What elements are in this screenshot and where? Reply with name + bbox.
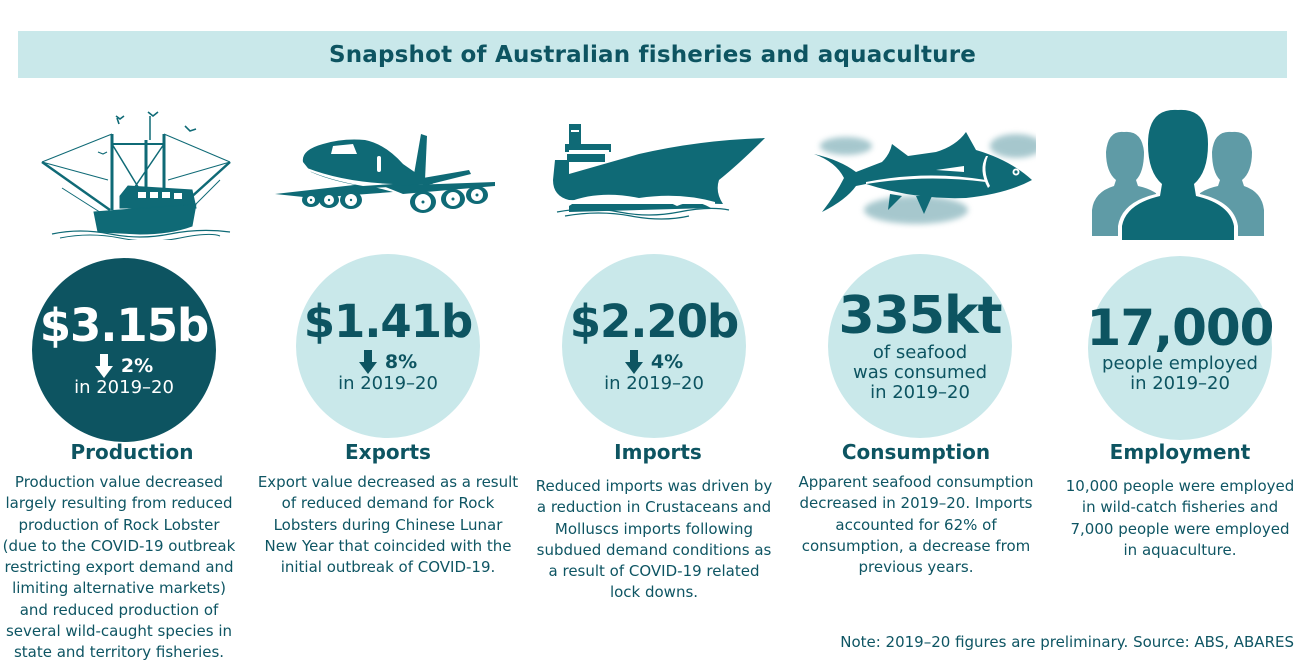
- airplane-icon: [258, 90, 518, 250]
- desc-line: (due to the COVID-19 outbreak: [2, 536, 236, 555]
- desc-line: 10,000 people were employed: [1065, 477, 1295, 495]
- production-change-value: 2%: [120, 355, 154, 377]
- consumption-value: 335kt: [838, 286, 1003, 346]
- desc-line: restricting export demand and: [4, 558, 234, 577]
- employment-sub-line: people employed: [1102, 353, 1258, 374]
- desc-line: Apparent seafood consumption: [798, 473, 1034, 491]
- desc-line: Production value decreased: [14, 473, 224, 491]
- down-arrow-icon: [624, 350, 643, 374]
- consumption-sub-line: in 2019–20: [870, 382, 970, 403]
- imports-value: $2.20b: [569, 295, 740, 348]
- desc-line: consumption, a decrease from: [801, 536, 1031, 555]
- desc-line: New Year that coincided with the: [264, 536, 512, 555]
- desc-line: several wild-caught species in: [5, 622, 233, 641]
- desc-line: Lobsters during Chinese Lunar: [273, 515, 503, 534]
- desc-line: Export value decreased as a result: [257, 473, 519, 491]
- consumption-title: Consumption: [841, 440, 991, 464]
- stat-circle-employment: 17,000 people employed in 2019–20: [1086, 256, 1275, 440]
- cargo-ship-icon: [524, 90, 784, 250]
- production-period: in 2019–20: [74, 377, 174, 398]
- stat-circle-production: $3.15b 2% in 2019–20: [32, 258, 216, 442]
- consumption-sub-line: of seafood: [872, 342, 968, 363]
- desc-line: state and territory fisheries.: [13, 643, 225, 662]
- consumption-sub-line: was consumed: [853, 362, 987, 383]
- production-description: Production value decreased largely resul…: [0, 472, 238, 664]
- exports-change: 8%: [358, 350, 418, 374]
- tuna-fish-icon: [786, 90, 1046, 250]
- exports-period: in 2019–20: [338, 373, 438, 394]
- desc-line: 7,000 people were employed: [1070, 519, 1290, 538]
- desc-line: of reduced demand for Rock: [281, 494, 495, 513]
- page-title: Snapshot of Australian fisheries and aqu…: [328, 41, 977, 68]
- production-title: Production: [70, 440, 194, 464]
- production-change: 2%: [94, 354, 154, 378]
- desc-line: a result of COVID-19 related: [548, 562, 760, 581]
- exports-change-value: 8%: [384, 351, 418, 373]
- desc-line: production of Rock Lobster: [18, 515, 220, 534]
- header-banner: Snapshot of Australian fisheries and aqu…: [18, 31, 1287, 78]
- fishing-trawler-icon: [0, 90, 260, 250]
- exports-title: Exports: [345, 440, 431, 464]
- stat-circle-exports: $1.41b 8% in 2019–20: [296, 254, 480, 438]
- source-note: Note: 2019–20 figures are preliminary. S…: [840, 633, 1294, 651]
- stat-circle-consumption: 335kt of seafood was consumed in 2019–20: [828, 254, 1012, 438]
- desc-line: in wild-catch fisheries and: [1081, 498, 1279, 517]
- imports-change: 4%: [624, 350, 684, 374]
- desc-line: Molluscs imports following: [554, 519, 754, 538]
- desc-line: and reduced production of: [19, 600, 219, 619]
- desc-line: subdued demand conditions as: [536, 540, 772, 559]
- desc-line: initial outbreak of COVID-19.: [280, 558, 496, 577]
- exports-description: Export value decreased as a result of re…: [252, 472, 524, 578]
- people-group-icon: [1048, 90, 1300, 250]
- production-value: $3.15b: [39, 299, 210, 352]
- stat-circle-imports: $2.20b 4% in 2019–20: [562, 254, 746, 438]
- desc-line: a reduction in Crustaceans and: [536, 498, 772, 517]
- down-arrow-icon: [94, 354, 113, 378]
- desc-line: lock downs.: [609, 583, 699, 602]
- imports-description: Reduced imports was driven by a reductio…: [528, 476, 780, 604]
- imports-change-value: 4%: [650, 351, 684, 373]
- imports-title: Imports: [614, 440, 702, 464]
- employment-description: 10,000 people were employed in wild-catc…: [1054, 476, 1300, 561]
- consumption-description: Apparent seafood consumption decreased i…: [786, 472, 1046, 578]
- desc-line: accounted for 62% of: [835, 515, 997, 534]
- desc-line: in aquaculture.: [1123, 540, 1237, 559]
- down-arrow-icon: [358, 350, 377, 374]
- exports-value: $1.41b: [303, 295, 474, 348]
- desc-line: limiting alternative markets): [12, 579, 226, 598]
- desc-line: largely resulting from reduced: [5, 494, 233, 513]
- employment-title: Employment: [1109, 440, 1251, 464]
- employment-sub-line: in 2019–20: [1130, 373, 1230, 394]
- desc-line: decreased in 2019–20. Imports: [799, 494, 1033, 513]
- desc-line: Reduced imports was driven by: [535, 477, 773, 495]
- imports-period: in 2019–20: [604, 373, 704, 394]
- desc-line: previous years.: [858, 558, 974, 577]
- employment-value: 17,000: [1086, 299, 1275, 357]
